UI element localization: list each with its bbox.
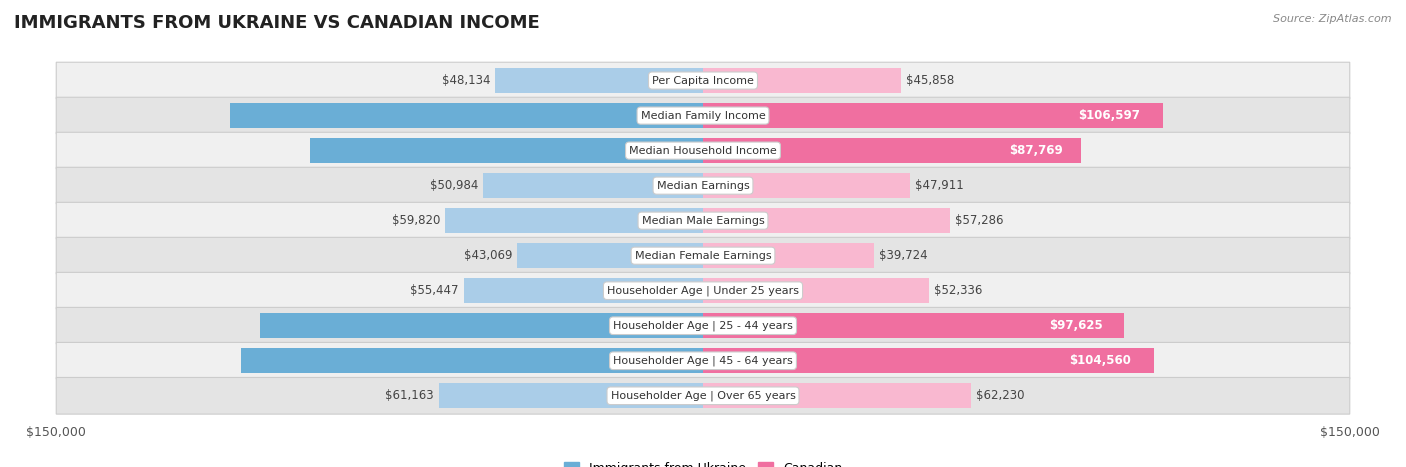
Text: Householder Age | Over 65 years: Householder Age | Over 65 years	[610, 390, 796, 401]
Text: $104,560: $104,560	[1070, 354, 1132, 367]
Bar	[703, 383, 972, 408]
Text: $50,984: $50,984	[430, 179, 478, 192]
Bar	[703, 68, 901, 93]
Text: Source: ZipAtlas.com: Source: ZipAtlas.com	[1274, 14, 1392, 24]
Bar	[703, 243, 875, 268]
Text: $87,769: $87,769	[1008, 144, 1063, 157]
Text: Median Earnings: Median Earnings	[657, 181, 749, 191]
FancyBboxPatch shape	[56, 272, 1350, 309]
Text: $97,625: $97,625	[1049, 319, 1102, 332]
Text: $102,664: $102,664	[681, 319, 742, 332]
Text: Median Male Earnings: Median Male Earnings	[641, 216, 765, 226]
Text: Median Household Income: Median Household Income	[628, 146, 778, 156]
FancyBboxPatch shape	[56, 97, 1350, 134]
Text: Median Family Income: Median Family Income	[641, 111, 765, 120]
Bar	[703, 313, 1123, 338]
Bar	[703, 103, 1163, 128]
Legend: Immigrants from Ukraine, Canadian: Immigrants from Ukraine, Canadian	[558, 457, 848, 467]
FancyBboxPatch shape	[56, 237, 1350, 274]
Text: $43,069: $43,069	[464, 249, 512, 262]
Bar	[517, 243, 703, 268]
Bar	[495, 68, 703, 93]
Text: $107,079: $107,079	[681, 354, 741, 367]
FancyBboxPatch shape	[56, 377, 1350, 414]
Bar	[703, 208, 950, 233]
Text: $45,858: $45,858	[905, 74, 955, 87]
Bar	[703, 138, 1081, 163]
Text: $61,163: $61,163	[385, 389, 434, 402]
Text: $109,645: $109,645	[679, 109, 741, 122]
Bar	[703, 278, 928, 304]
Bar	[231, 103, 703, 128]
Text: Median Female Earnings: Median Female Earnings	[634, 251, 772, 261]
Bar	[703, 348, 1154, 374]
Text: $57,286: $57,286	[955, 214, 1004, 227]
FancyBboxPatch shape	[56, 62, 1350, 99]
Bar	[260, 313, 703, 338]
Bar	[484, 173, 703, 198]
FancyBboxPatch shape	[56, 167, 1350, 204]
Bar	[464, 278, 703, 304]
Bar	[242, 348, 703, 374]
Text: $106,597: $106,597	[1078, 109, 1140, 122]
Bar	[703, 173, 910, 198]
Bar	[311, 138, 703, 163]
Text: $47,911: $47,911	[915, 179, 963, 192]
FancyBboxPatch shape	[56, 132, 1350, 169]
Bar	[439, 383, 703, 408]
FancyBboxPatch shape	[56, 202, 1350, 239]
Text: $52,336: $52,336	[934, 284, 983, 297]
FancyBboxPatch shape	[56, 342, 1350, 379]
Text: IMMIGRANTS FROM UKRAINE VS CANADIAN INCOME: IMMIGRANTS FROM UKRAINE VS CANADIAN INCO…	[14, 14, 540, 32]
Text: Per Capita Income: Per Capita Income	[652, 76, 754, 85]
Bar	[446, 208, 703, 233]
Text: $48,134: $48,134	[441, 74, 491, 87]
Text: $91,124: $91,124	[683, 144, 737, 157]
Text: $59,820: $59,820	[391, 214, 440, 227]
Text: $39,724: $39,724	[880, 249, 928, 262]
Text: Householder Age | 25 - 44 years: Householder Age | 25 - 44 years	[613, 320, 793, 331]
FancyBboxPatch shape	[56, 307, 1350, 344]
Text: Householder Age | 45 - 64 years: Householder Age | 45 - 64 years	[613, 355, 793, 366]
Text: $62,230: $62,230	[977, 389, 1025, 402]
Text: $55,447: $55,447	[411, 284, 458, 297]
Text: Householder Age | Under 25 years: Householder Age | Under 25 years	[607, 285, 799, 296]
